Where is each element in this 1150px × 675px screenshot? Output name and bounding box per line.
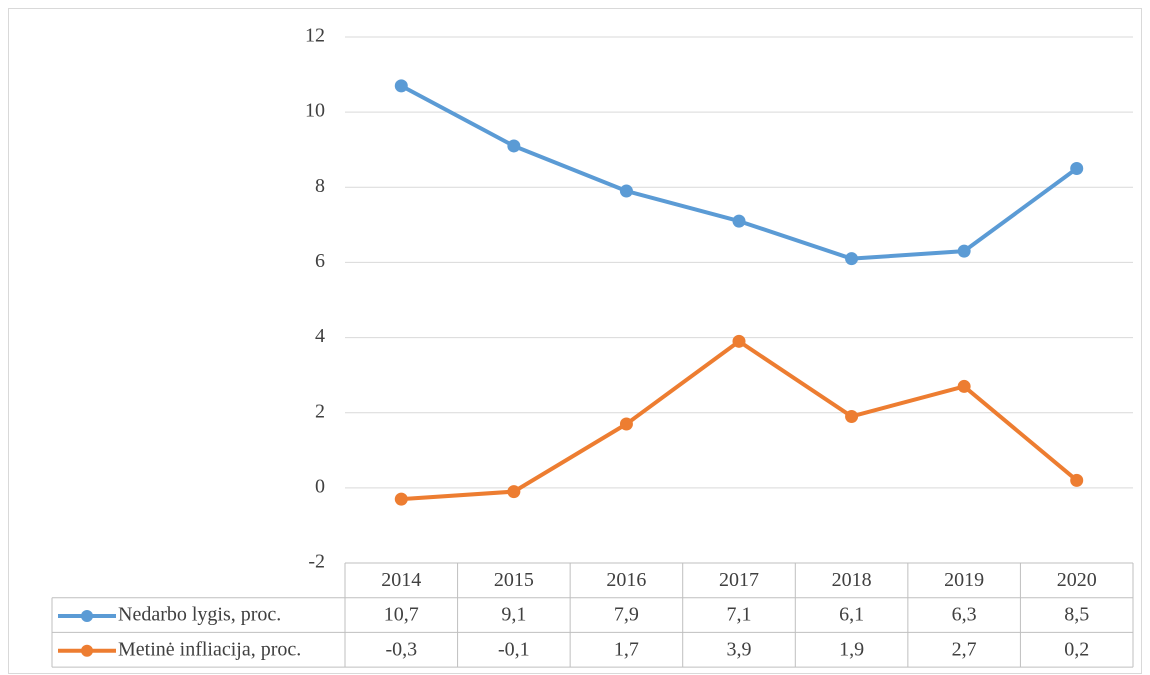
point (619, 184, 633, 198)
table-value: 7,1 (727, 604, 752, 626)
table-value: 6,1 (839, 604, 864, 626)
table-value: 0,2 (1064, 638, 1089, 660)
legend-marker (81, 644, 93, 657)
table-value: 1,7 (614, 638, 639, 660)
point (394, 492, 408, 506)
table-value: -0,1 (498, 638, 530, 660)
x-tick-label: 2017 (719, 569, 759, 591)
table-value: 9,1 (501, 604, 526, 626)
point (619, 417, 633, 431)
point (732, 214, 746, 228)
point (957, 244, 971, 258)
point (732, 334, 746, 348)
table-value: 2,7 (952, 638, 977, 660)
point (394, 79, 408, 93)
y-tick-label: 0 (315, 475, 325, 497)
point (957, 379, 971, 393)
point (845, 409, 859, 423)
series-line (401, 339, 1078, 502)
legend-label: Nedarbo lygis, proc. (118, 604, 281, 626)
legend-marker (81, 610, 93, 623)
y-tick-label: 8 (315, 175, 325, 197)
table-value: 6,3 (952, 604, 977, 626)
point (845, 252, 859, 266)
table-value: 10,7 (384, 604, 419, 626)
x-tick-label: 2019 (944, 569, 984, 591)
chart-frame (8, 8, 1142, 674)
x-tick-label: 2015 (494, 569, 534, 591)
table-value: 7,9 (614, 604, 639, 626)
y-tick-label: 10 (305, 100, 325, 122)
x-tick-label: 2020 (1057, 569, 1097, 591)
point (507, 139, 521, 153)
table-value: -0,3 (385, 638, 417, 660)
legend-label: Metinė infliacija, proc. (118, 638, 301, 660)
y-tick-label: 12 (305, 25, 325, 47)
y-tick-label: 2 (315, 400, 325, 422)
x-tick-label: 2016 (606, 569, 646, 591)
x-tick-label: 2014 (381, 569, 421, 591)
y-tick-label: -2 (308, 551, 325, 573)
point (507, 485, 521, 499)
point (1070, 473, 1084, 487)
point (1070, 162, 1084, 175)
table-value: 1,9 (839, 638, 864, 660)
y-tick-label: 6 (315, 250, 325, 272)
x-tick-label: 2018 (832, 569, 872, 591)
y-tick-label: 4 (315, 325, 325, 347)
table-value: 3,9 (727, 638, 752, 660)
table-value: 8,5 (1064, 604, 1089, 626)
